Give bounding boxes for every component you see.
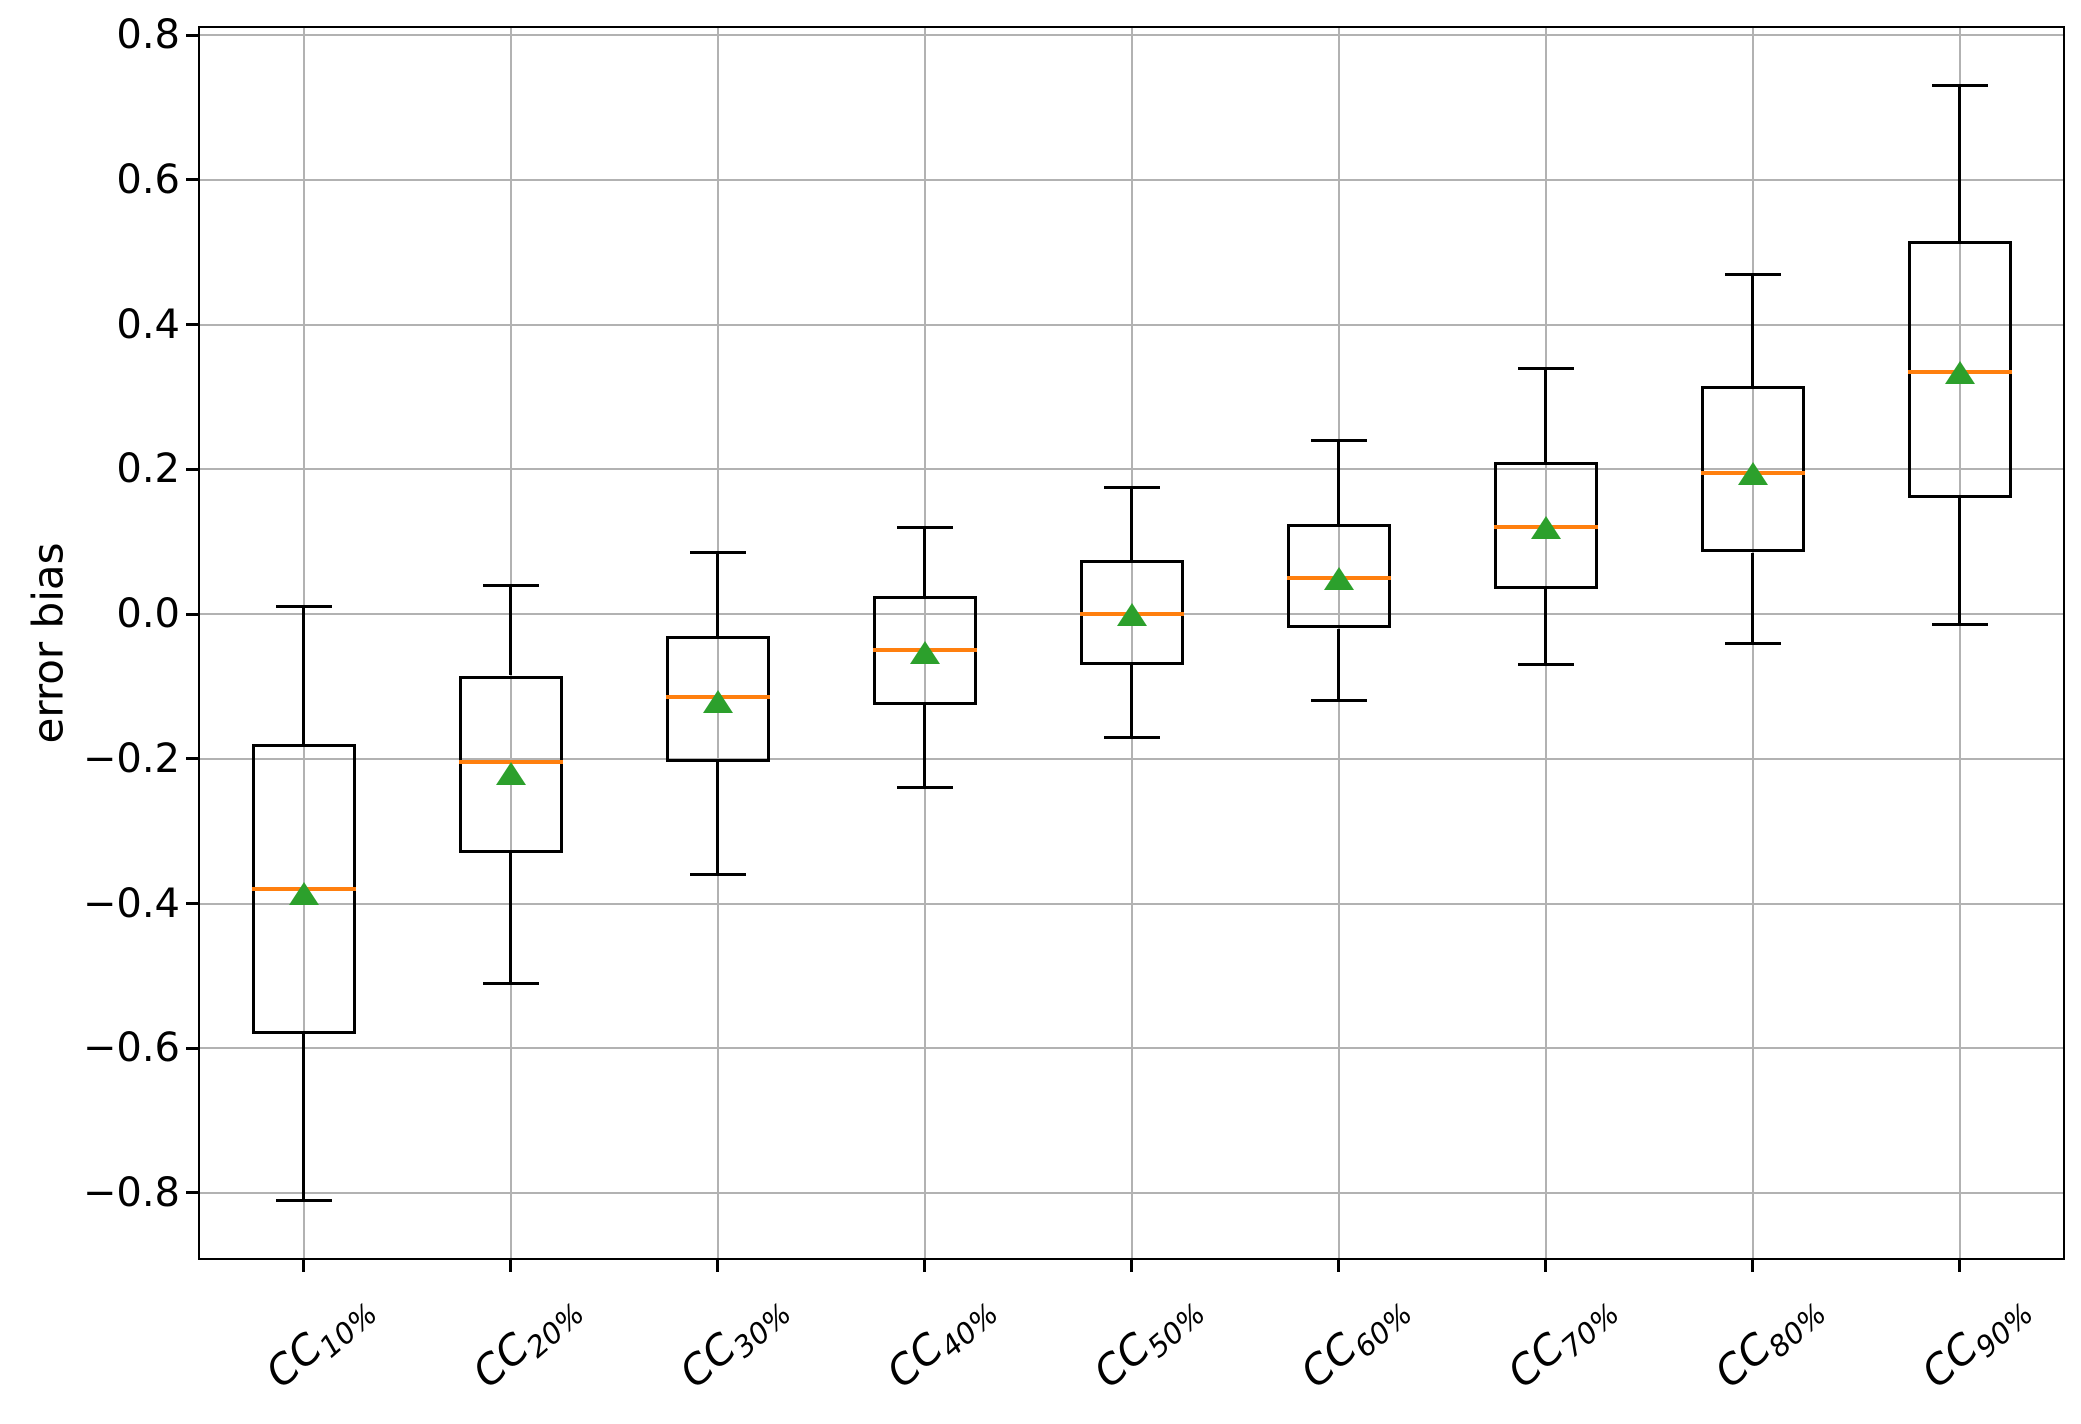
y-tick-label: 0.8 [116,12,180,59]
y-tick-label: −0.2 [82,735,180,782]
whisker-upper-box-20pct [509,585,512,676]
whisker-upper-box-80pct [1751,274,1754,387]
mean-marker-box-30pct [702,689,733,713]
y-tick-mark [186,33,200,37]
y-axis-title: error bias [23,542,73,744]
x-tick-label: CC80% [1705,1282,1837,1406]
y-tick-label: 0.0 [116,591,180,638]
y-tick-mark [186,1191,200,1195]
y-tick-label: 0.6 [116,156,180,203]
y-tick-mark [186,323,200,327]
whisker-upper-box-10pct [302,606,305,745]
mean-marker-box-90pct [1944,360,1975,384]
v-gridline [1130,28,1133,1258]
whisker-cap-upper-box-80pct [1724,272,1781,276]
x-tick-label: CC20% [463,1282,595,1406]
x-tick-label: CC50% [1084,1282,1216,1406]
v-gridline [1958,28,1961,1258]
whisker-upper-box-50pct [1130,487,1133,560]
x-tick-label: CC60% [1291,1282,1423,1406]
x-tick-mark [1751,1258,1754,1272]
whisker-lower-box-20pct [509,852,512,983]
y-tick-label: −0.8 [82,1169,180,1216]
y-tick-mark [186,902,200,905]
x-tick-mark [716,1258,719,1272]
whisker-cap-lower-box-80pct [1724,641,1781,645]
y-tick-mark [186,612,200,616]
whisker-cap-upper-box-40pct [896,525,953,529]
whisker-lower-box-60pct [1337,628,1340,701]
iqr-box-80pct [1700,386,1805,553]
x-tick-label: CC30% [670,1282,802,1406]
y-tick-label: 0.2 [116,446,180,493]
whisker-upper-box-30pct [716,552,719,636]
whisker-cap-lower-box-60pct [1310,699,1367,703]
y-tick-label: 0.4 [116,301,180,348]
whisker-cap-lower-box-50pct [1103,735,1160,739]
whisker-cap-lower-box-20pct [482,981,539,985]
x-tick-mark [302,1258,305,1272]
whisker-cap-upper-box-50pct [1103,485,1160,489]
x-tick-label: CC10% [256,1282,388,1406]
whisker-lower-box-90pct [1958,498,1961,625]
y-tick-mark [186,467,200,471]
whisker-cap-upper-box-10pct [275,605,332,609]
whisker-cap-upper-box-90pct [1931,84,1988,88]
mean-marker-box-80pct [1737,462,1768,485]
whisker-upper-box-40pct [923,527,926,596]
x-tick-mark [1130,1258,1133,1272]
y-tick-mark [186,757,200,761]
mean-marker-box-70pct [1530,516,1561,540]
mean-marker-box-20pct [495,762,526,786]
whisker-cap-upper-box-60pct [1310,438,1367,442]
x-tick-mark [1544,1258,1547,1272]
whisker-upper-box-70pct [1544,368,1547,463]
y-tick-mark [186,178,200,182]
x-tick-mark [509,1258,512,1272]
x-tick-mark [1337,1258,1340,1272]
v-gridline [716,28,719,1258]
y-tick-mark [186,1046,200,1050]
mean-marker-box-60pct [1323,566,1354,590]
x-tick-label: CC40% [877,1282,1009,1406]
whisker-cap-lower-box-30pct [689,873,746,876]
whisker-lower-box-80pct [1751,552,1754,643]
y-tick-label: −0.4 [82,880,180,927]
mean-marker-box-40pct [909,640,940,664]
whisker-cap-lower-box-70pct [1517,663,1574,667]
whisker-upper-box-60pct [1337,440,1340,524]
x-tick-label: CC90% [1912,1282,2044,1406]
whisker-cap-lower-box-10pct [275,1198,332,1202]
x-tick-mark [1958,1258,1961,1272]
whisker-upper-box-90pct [1958,85,1961,242]
y-tick-label: −0.6 [82,1025,180,1072]
mean-marker-box-50pct [1116,603,1147,627]
whisker-lower-box-70pct [1544,588,1547,665]
x-tick-mark [923,1258,926,1272]
whisker-cap-lower-box-40pct [896,786,953,790]
whisker-cap-upper-box-70pct [1517,366,1574,370]
mean-marker-box-10pct [288,881,319,905]
x-tick-label: CC70% [1498,1282,1630,1406]
whisker-cap-upper-box-30pct [689,551,746,555]
whisker-cap-upper-box-20pct [482,583,539,587]
whisker-lower-box-40pct [923,704,926,788]
whisker-lower-box-10pct [302,1033,305,1201]
whisker-lower-box-30pct [716,762,719,875]
whisker-cap-lower-box-90pct [1931,623,1988,627]
whisker-lower-box-50pct [1130,664,1133,738]
